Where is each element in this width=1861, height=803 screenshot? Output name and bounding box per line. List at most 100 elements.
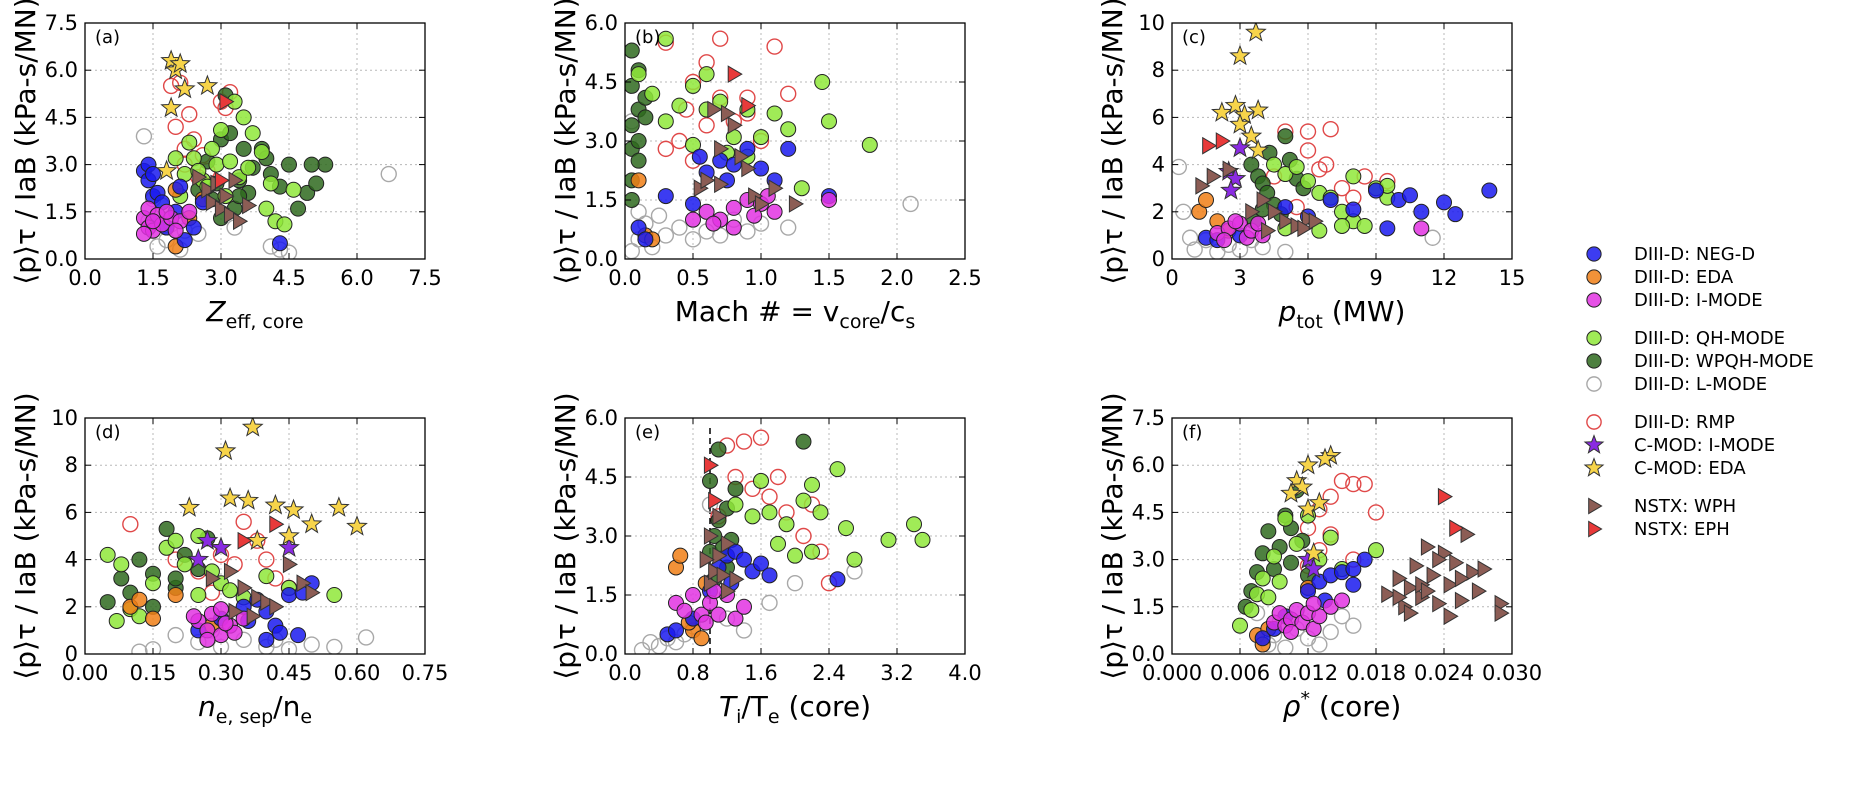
data-point-neg-d [829,571,846,588]
data-point-lmode [657,227,674,244]
data-point-lmode [633,641,651,654]
data-point-rmp [235,513,252,531]
panel-a: 0.0 1.5 3.0 4.5 6.0 7.5 0.0 1.5 3.0 4.5 6.0 7.5 (a) ⟨… [9,0,442,333]
data-point-cmod-eda [160,49,182,71]
data-point-rmp [181,106,198,123]
data-point-wpqh [308,175,325,192]
data-point-imode [698,203,715,220]
data-point-nstx-wph [714,139,730,158]
data-point-lmode [642,634,659,651]
data-point-lmode [326,638,343,654]
data-point-nstx-wph [1426,566,1442,585]
data-point-nstx-wph [1267,202,1283,221]
data-point-qh [727,496,744,513]
data-point-cmod-eda [300,512,323,534]
y-tick-label: 10 [1138,11,1165,35]
data-point-rmp [1299,142,1317,159]
data-point-nstx-wph [1392,588,1408,607]
data-point-nstx-wph [1420,582,1436,600]
data-point-qh [258,568,275,585]
points-layer [1232,444,1510,654]
data-point-nstx-wph [712,546,728,565]
data-point-wpqh [113,570,130,587]
y-tick-label: 6 [65,500,78,524]
data-point-nstx-wph [1443,575,1459,594]
data-point-qh [99,546,116,563]
data-point-nstx-wph [708,562,724,581]
data-point-imode [213,601,229,618]
plot-frame [1171,22,1513,260]
data-point-nstx-eph [1437,487,1453,506]
data-point-qh [1288,158,1305,175]
data-point-wpqh [1283,554,1299,571]
data-point-qh [753,472,769,489]
data-point-qh [861,136,878,153]
legend-item-neg-d: DIII-D: NEG-D [1586,244,1755,265]
data-point-neg-d [185,219,202,236]
y-tick-label: 4 [65,548,78,572]
data-point-qh [181,134,198,151]
legend-item-qh: DIII-D: QH-MODE [1586,328,1785,349]
x-axis-label: ne, sep/ne [198,690,312,728]
data-point-qh [761,504,778,521]
data-point-nstx-wph [1256,191,1272,209]
legend-label: DIII-D: EDA [1634,267,1734,288]
data-point-neg-d [1345,201,1362,218]
data-point-lmode [625,242,640,259]
data-point-wpqh [317,156,334,173]
data-point-rmp [1356,475,1373,493]
data-point-wpqh [710,441,727,458]
x-tick-label: 0.0 [68,266,101,290]
data-point-lmode [684,231,702,248]
data-point-lmode [650,207,668,224]
data-point-qh [914,531,931,548]
data-point-neg-d [1379,220,1396,237]
data-point-wpqh [235,140,252,157]
data-point-neg-d [145,166,161,183]
data-point-cmod-eda [346,515,368,536]
data-point-rmp [766,38,783,55]
data-point-lmode [149,238,166,255]
data-point-qh [829,461,846,478]
plot-frame [84,417,426,655]
panel-b: 0.0 0.5 1.0 1.5 2.0 2.5 0.0 1.5 3.0 4.5 6.0 (b) ⟨p⟩τ… [549,0,982,333]
x-tick-label: 0.024 [1414,661,1474,685]
data-point-qh [167,150,184,167]
legend-label: DIII-D: WPQH-MODE [1634,351,1814,372]
legend-marker-wpqh [1586,353,1602,369]
data-point-qh [778,516,795,533]
data-point-lmode [144,641,162,654]
data-point-neg-d [668,622,684,639]
data-point-nstx-wph [1308,212,1324,231]
data-point-qh [285,181,302,198]
legend-item-cmod-imode: C-MOD: I-MODE [1583,434,1775,456]
data-point-neg-d [630,219,647,236]
data-point-cmod-eda [1297,453,1319,475]
x-tick-label: 0 [1165,266,1178,290]
data-point-cmod-eda [1245,23,1267,42]
data-point-qh [167,532,184,549]
y-tick-label: 1.5 [45,200,78,224]
data-point-imode [158,203,175,220]
data-point-lmode [786,575,804,592]
x-tick-label: 2.0 [880,266,913,290]
data-point-qh [203,140,220,157]
data-point-qh [190,587,207,603]
legend-label: NSTX: WPH [1634,496,1736,517]
y-tick-label: 1.5 [585,188,618,212]
data-point-qh [838,520,854,537]
legend-marker-cmod-imode [1583,434,1605,454]
data-point-qh [113,556,130,573]
data-point-rmp [258,551,275,568]
x-axis-label: Ti/Te (core) [719,690,871,728]
data-point-nstx-eph [1449,519,1465,538]
y-tick-label: 0 [65,642,78,666]
data-point-nstx-wph [269,597,285,616]
x-tick-label: 0.75 [402,661,449,685]
data-point-lmode [1333,608,1351,625]
data-point-rmp [657,140,674,158]
data-point-imode [1283,623,1299,640]
legend-marker-rmp [1586,414,1602,430]
